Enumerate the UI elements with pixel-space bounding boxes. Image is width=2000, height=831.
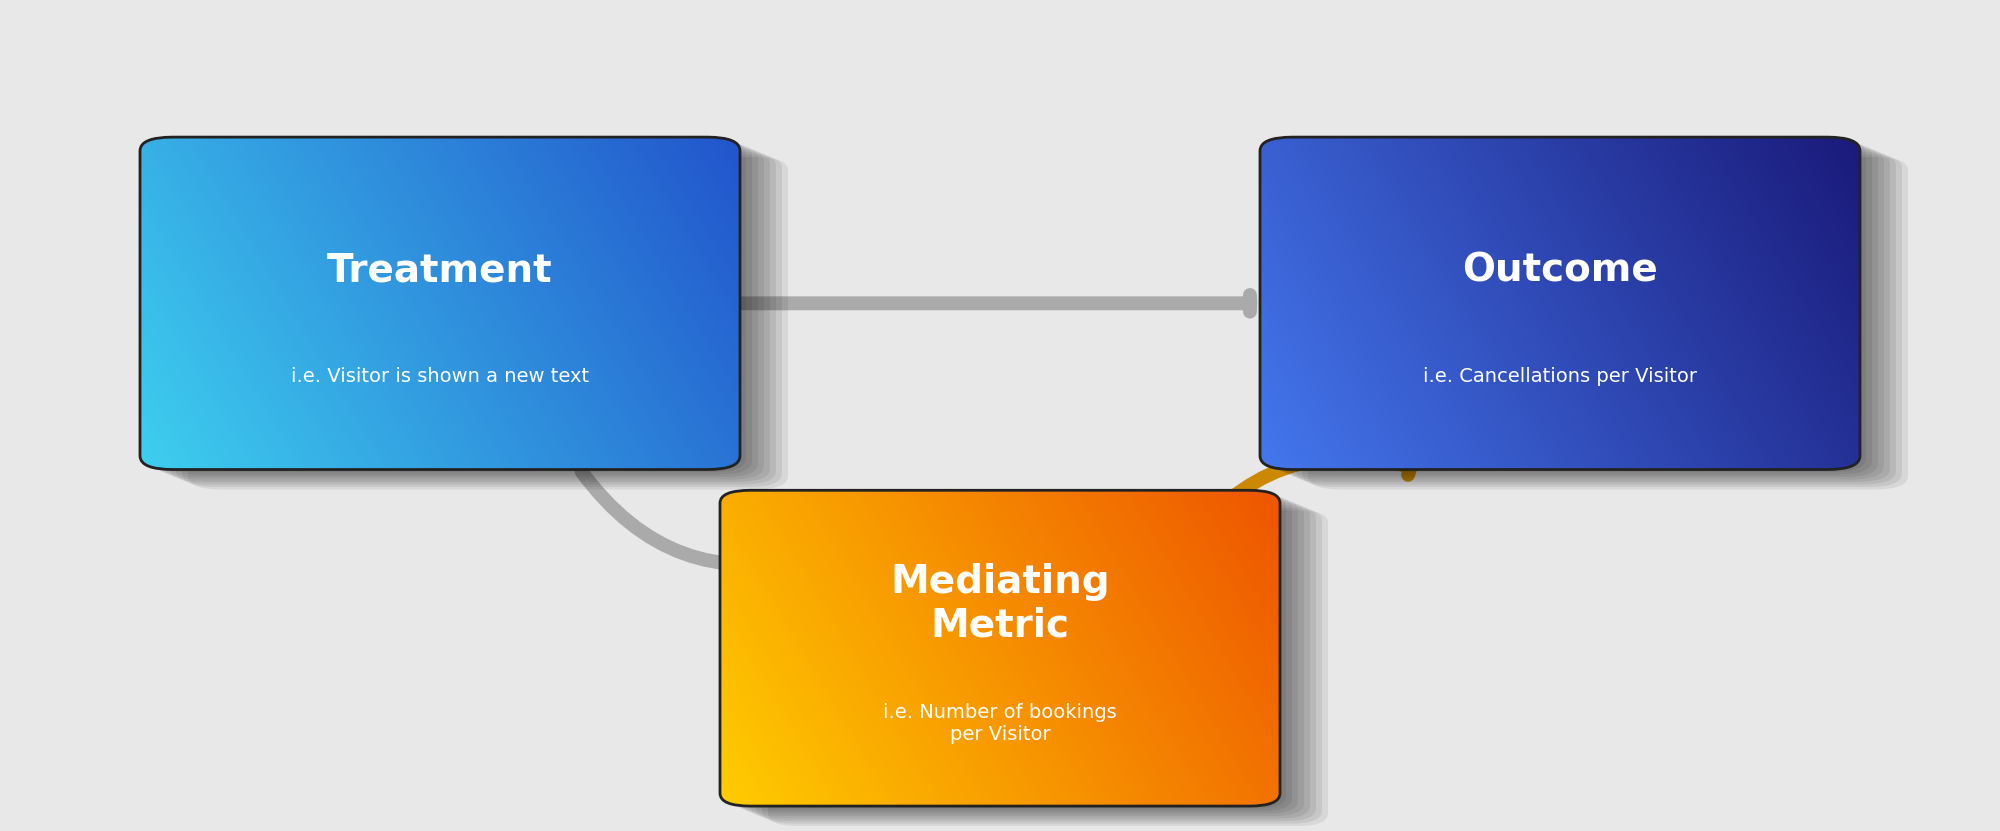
- Text: Treatment: Treatment: [328, 251, 552, 289]
- FancyBboxPatch shape: [1290, 150, 1890, 482]
- FancyBboxPatch shape: [1296, 152, 1896, 484]
- FancyBboxPatch shape: [768, 510, 1328, 826]
- FancyBboxPatch shape: [188, 157, 788, 489]
- FancyBboxPatch shape: [1266, 140, 1866, 472]
- Text: Outcome: Outcome: [1462, 251, 1658, 289]
- FancyBboxPatch shape: [1284, 147, 1884, 479]
- FancyBboxPatch shape: [140, 137, 740, 470]
- FancyBboxPatch shape: [756, 505, 1316, 821]
- FancyBboxPatch shape: [1260, 137, 1860, 470]
- FancyBboxPatch shape: [164, 147, 764, 479]
- FancyBboxPatch shape: [1302, 155, 1902, 487]
- FancyBboxPatch shape: [176, 152, 776, 484]
- Text: i.e. Visitor is shown a new text: i.e. Visitor is shown a new text: [290, 367, 590, 386]
- FancyBboxPatch shape: [720, 490, 1280, 806]
- FancyBboxPatch shape: [1278, 145, 1878, 477]
- FancyBboxPatch shape: [1272, 142, 1872, 475]
- FancyBboxPatch shape: [732, 495, 1292, 811]
- FancyBboxPatch shape: [182, 155, 782, 487]
- Text: Mediating
Metric: Mediating Metric: [890, 563, 1110, 645]
- FancyBboxPatch shape: [762, 508, 1322, 824]
- FancyBboxPatch shape: [1308, 157, 1908, 489]
- FancyBboxPatch shape: [152, 142, 752, 475]
- Text: i.e. Number of bookings
per Visitor: i.e. Number of bookings per Visitor: [884, 704, 1116, 745]
- FancyBboxPatch shape: [158, 145, 758, 477]
- FancyBboxPatch shape: [738, 498, 1298, 814]
- FancyBboxPatch shape: [170, 150, 770, 482]
- FancyBboxPatch shape: [750, 503, 1310, 819]
- FancyBboxPatch shape: [726, 493, 1286, 809]
- FancyBboxPatch shape: [146, 140, 746, 472]
- FancyBboxPatch shape: [744, 500, 1304, 816]
- Text: i.e. Cancellations per Visitor: i.e. Cancellations per Visitor: [1424, 367, 1696, 386]
